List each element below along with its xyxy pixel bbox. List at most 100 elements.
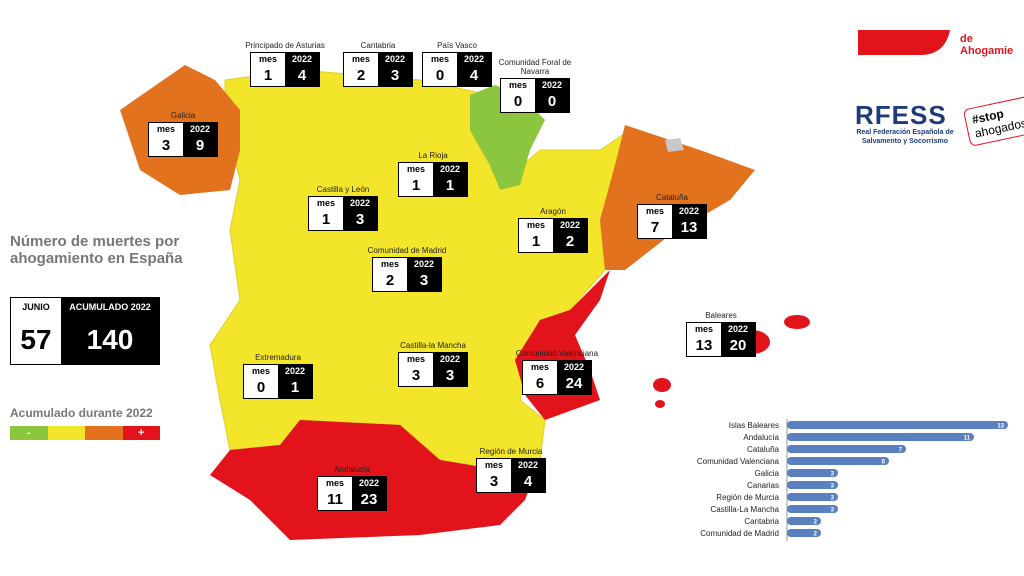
region-table: mes 2022 0 1: [243, 364, 313, 399]
island: [784, 315, 810, 329]
region-box: Aragón mes 2022 1 2: [518, 207, 588, 253]
summary-box: JUNIO ACUMULADO 2022 57 140: [10, 297, 160, 365]
year-label: 2022: [457, 53, 491, 66]
region-table: mes 2022 11 23: [317, 476, 387, 511]
header-row: mes 2022: [318, 477, 386, 490]
bar-value: 2: [814, 532, 818, 538]
bar: [787, 505, 838, 513]
mes-label: mes: [325, 478, 344, 488]
org-text: de Ahogamie: [960, 33, 1014, 57]
header-row: mes 2022: [399, 353, 467, 366]
total-value: 23: [352, 490, 386, 510]
total-value: 20: [721, 336, 755, 356]
region-table: mes 2022 2 3: [343, 52, 413, 87]
mes-value: 7: [650, 219, 660, 236]
year-label: 2022: [407, 258, 441, 271]
bar: [787, 469, 838, 477]
bar-value: 6: [882, 460, 886, 466]
mes-label: mes: [526, 220, 545, 230]
mes-label: mes: [351, 54, 370, 64]
logo: RFESS: [855, 100, 947, 130]
bar: [787, 445, 906, 453]
value-row: 6 24: [523, 374, 591, 394]
region-box: Galicia mes 2022 3 9: [148, 111, 218, 157]
region-box: Cantabria mes 2022 2 3: [343, 41, 413, 87]
region-label: Comunidad Valenciana: [515, 349, 599, 358]
region-table: mes 2022 0 4: [422, 52, 492, 87]
mes-value: 0: [435, 67, 445, 84]
region-box: Cataluña mes 2022 7 13: [637, 193, 707, 239]
mes-value: 0: [513, 93, 523, 110]
mes-label: mes: [645, 206, 664, 216]
value-row: 13 20: [687, 336, 755, 356]
bar: [787, 529, 821, 537]
header-row: mes 2022: [638, 205, 706, 218]
year-label: 2022: [535, 79, 569, 92]
header-row: mes 2022: [519, 219, 587, 232]
total-value: 13: [672, 218, 706, 238]
region-label: País Vasco: [437, 41, 477, 50]
bar-value: 3: [831, 484, 835, 490]
region-label: Castilla y León: [316, 185, 370, 194]
legend-swatch: [85, 426, 123, 440]
month-value: 57: [20, 324, 52, 355]
bar: [787, 517, 821, 525]
mes-label: mes: [316, 198, 335, 208]
region-table: mes 2022 3 3: [398, 352, 468, 387]
region-table: mes 2022 1 2: [518, 218, 588, 253]
header-row: mes 2022: [423, 53, 491, 66]
region-box: Comunidad Foral de Navarra mes 2022 0 0: [499, 58, 571, 113]
mes-label: mes: [156, 124, 175, 134]
region-table: mes 2022 3 9: [148, 122, 218, 157]
header-row: mes 2022: [501, 79, 569, 92]
mes-value: 1: [411, 177, 421, 194]
mes-value: 1: [263, 67, 273, 84]
logo-shape: [858, 30, 950, 55]
total-value: 4: [511, 472, 545, 492]
bar-value: 3: [831, 508, 835, 514]
mes-label: mes: [380, 259, 399, 269]
mes-label: mes: [406, 354, 425, 364]
category-label: Castilla-La Mancha: [711, 505, 780, 514]
mes-label: mes: [694, 324, 713, 334]
total-value: 0: [535, 92, 569, 112]
region-box: Castilla-la Mancha mes 2022 3 3: [398, 341, 468, 387]
total-value: 3: [407, 271, 441, 291]
bar-value: 3: [831, 496, 835, 502]
header-row: mes 2022: [523, 361, 591, 374]
mes-label: mes: [258, 54, 277, 64]
region-box: Principado de Asturias mes 2022 1 4: [245, 41, 325, 87]
legend-title: Acumulado durante 2022: [10, 406, 153, 420]
mes-value: 3: [411, 367, 421, 384]
total-value: 9: [183, 136, 217, 156]
region-label: Andalucía: [334, 465, 370, 474]
total-value: 1: [433, 176, 467, 196]
bar-value: 2: [814, 520, 818, 526]
logo-subtitle: Real Federación Española de Salvamento y…: [856, 129, 954, 145]
mes-label: mes: [251, 366, 270, 376]
total-value: 3: [378, 66, 412, 86]
region-table: mes 2022 2 3: [372, 257, 442, 292]
total-value: 4: [457, 66, 491, 86]
header-row: mes 2022: [344, 53, 412, 66]
total-value: 1: [278, 378, 312, 398]
header-row: mes 2022: [477, 459, 545, 472]
mes-value: 3: [489, 473, 499, 490]
region-table: mes 2022 1 1: [398, 162, 468, 197]
mes-value: 1: [321, 211, 331, 228]
region-table: mes 2022 3 4: [476, 458, 546, 493]
region-label: Cataluña: [655, 193, 689, 202]
region-box: Baleares mes 2022 13 20: [686, 311, 756, 357]
bar-value: 3: [831, 472, 835, 478]
year-label: 2022: [278, 365, 312, 378]
header-row: mes 2022: [251, 53, 319, 66]
region-box: Región de Murcia mes 2022 3 4: [476, 447, 546, 493]
island: [653, 378, 671, 392]
category-label: Cantabria: [744, 517, 779, 526]
